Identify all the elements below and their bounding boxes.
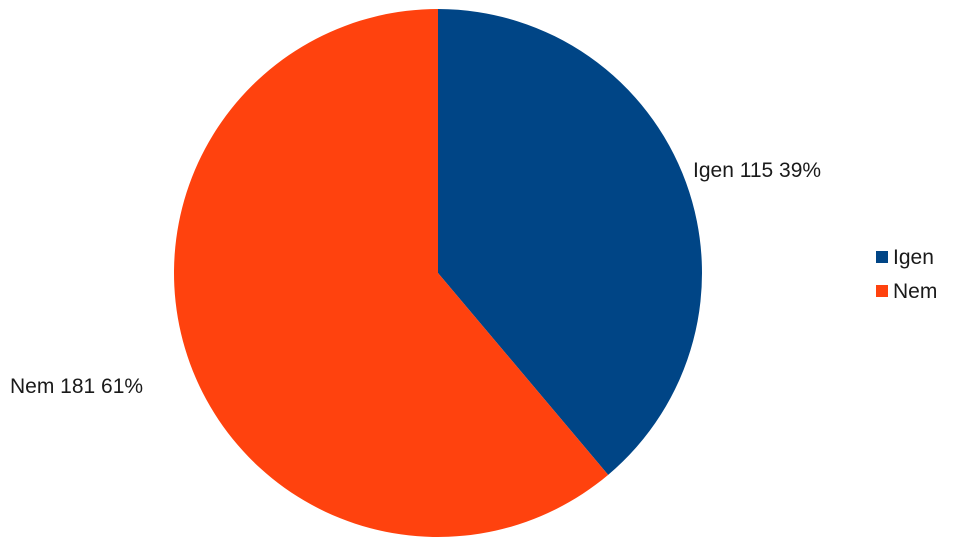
legend-label-nem: Nem [893, 280, 937, 303]
pie-slice-nem [174, 9, 609, 537]
legend-label-igen: Igen [893, 246, 934, 269]
legend: Igen Nem [876, 246, 937, 303]
data-label-igen: Igen 115 39% [693, 159, 821, 182]
data-labels: Igen 115 39% Nem 181 61% [10, 159, 821, 398]
pie-slice-igen [438, 9, 703, 475]
legend-swatch-nem [876, 285, 888, 297]
legend-swatch-igen [876, 251, 888, 263]
data-label-nem: Nem 181 61% [10, 375, 143, 398]
pie-slices [174, 9, 703, 537]
